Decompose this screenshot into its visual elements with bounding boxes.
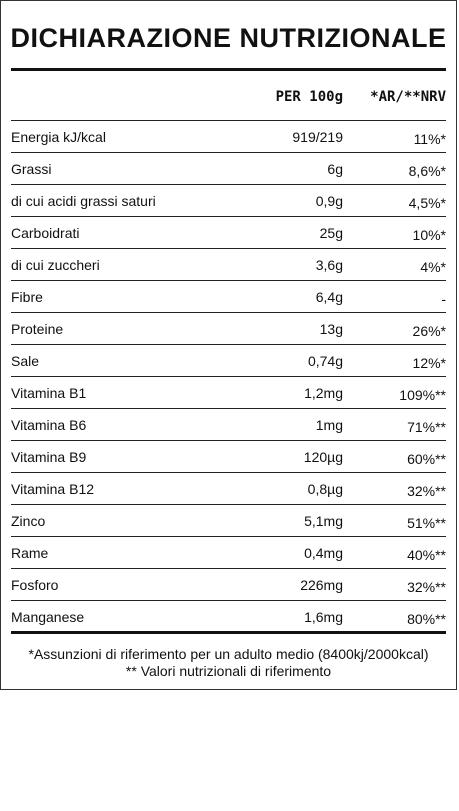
table-row: Energia kJ/kcal 919/219 11%*	[11, 120, 446, 152]
table-row: Grassi 6g 8,6%*	[11, 152, 446, 184]
nutrient-per-100g: 1,2mg	[304, 385, 343, 401]
nutrient-per-100g: 6,4g	[315, 289, 343, 305]
nutrient-per-100g: 226mg	[300, 577, 343, 593]
nutrient-name: Energia kJ/kcal	[11, 129, 106, 145]
header-ar-nrv: *AR/**NRV	[370, 89, 446, 105]
nutrition-label: DICHIARAZIONE NUTRIZIONALE PER 100g *AR/…	[0, 0, 457, 690]
title-divider	[11, 68, 446, 71]
nutrient-ar-nrv: 4%*	[420, 259, 446, 275]
nutrient-per-100g: 120µg	[303, 449, 343, 465]
table-row: Rame 0,4mg 40%**	[11, 536, 446, 568]
footnotes: *Assunzioni di riferimento per un adulto…	[1, 646, 456, 680]
nutrient-ar-nrv: 51%**	[407, 515, 446, 531]
nutrient-ar-nrv: 32%**	[407, 579, 446, 595]
nutrient-per-100g: 1,6mg	[304, 609, 343, 625]
nutrient-ar-nrv: 109%**	[399, 387, 446, 403]
nutrient-name: di cui acidi grassi saturi	[11, 193, 156, 209]
nutrient-name: Fibre	[11, 289, 43, 305]
nutrient-ar-nrv: 11%*	[413, 131, 446, 147]
footnote-reference-intake: *Assunzioni di riferimento per un adulto…	[28, 646, 429, 662]
nutrient-per-100g: 13g	[319, 321, 343, 337]
footnote-nrv: ** Valori nutrizionali di riferimento	[125, 663, 332, 679]
nutrient-per-100g: 0,9g	[315, 193, 343, 209]
nutrient-per-100g: 5,1mg	[304, 513, 343, 529]
nutrition-table: Energia kJ/kcal 919/219 11%* Grassi 6g 8…	[11, 120, 446, 632]
nutrient-ar-nrv: 60%**	[407, 451, 446, 467]
header-per-100g: PER 100g	[275, 89, 343, 105]
table-row: Sale 0,74g 12%*	[11, 344, 446, 376]
nutrient-ar-nrv: 80%**	[407, 611, 446, 627]
table-row: Vitamina B12 0,8µg 32%**	[11, 472, 446, 504]
nutrient-ar-nrv: 32%**	[407, 483, 446, 499]
nutrient-name: Zinco	[11, 513, 46, 529]
nutrient-per-100g: 6g	[327, 161, 343, 177]
nutrient-name: di cui zuccheri	[11, 257, 100, 273]
nutrient-name: Rame	[11, 545, 49, 561]
table-row: Vitamina B1 1,2mg 109%**	[11, 376, 446, 408]
table-row: Fosforo 226mg 32%**	[11, 568, 446, 600]
table-row: di cui zuccheri 3,6g 4%*	[11, 248, 446, 280]
nutrient-ar-nrv: 12%*	[412, 355, 446, 371]
table-row: Zinco 5,1mg 51%**	[11, 504, 446, 536]
table-row: Vitamina B6 1mg 71%**	[11, 408, 446, 440]
table-header: PER 100g *AR/**NRV	[11, 89, 446, 113]
nutrient-name: Proteine	[11, 321, 64, 337]
nutrient-ar-nrv: 8,6%*	[408, 163, 446, 179]
nutrient-name: Vitamina B9	[11, 449, 87, 465]
label-title: DICHIARAZIONE NUTRIZIONALE	[10, 23, 447, 53]
nutrient-per-100g: 0,74g	[307, 353, 343, 369]
nutrient-per-100g: 0,8µg	[307, 481, 343, 497]
nutrient-name: Vitamina B12	[11, 481, 95, 497]
table-row: Fibre 6,4g -	[11, 280, 446, 312]
nutrient-ar-nrv: 40%**	[407, 547, 446, 563]
nutrient-ar-nrv: 10%*	[412, 227, 446, 243]
nutrient-ar-nrv: 71%**	[407, 419, 446, 435]
nutrient-name: Fosforo	[11, 577, 59, 593]
nutrient-ar-nrv: -	[441, 291, 446, 307]
nutrient-per-100g: 1mg	[315, 417, 343, 433]
nutrient-name: Vitamina B1	[11, 385, 87, 401]
nutrient-per-100g: 25g	[319, 225, 343, 241]
table-bottom-divider	[11, 631, 446, 634]
nutrient-name: Sale	[11, 353, 40, 369]
nutrient-ar-nrv: 26%*	[412, 323, 446, 339]
nutrient-name: Manganese	[11, 609, 85, 625]
nutrient-name: Carboidrati	[11, 225, 80, 241]
table-row: di cui acidi grassi saturi 0,9g 4,5%*	[11, 184, 446, 216]
nutrient-ar-nrv: 4,5%*	[408, 195, 446, 211]
table-row: Carboidrati 25g 10%*	[11, 216, 446, 248]
nutrient-per-100g: 3,6g	[315, 257, 343, 273]
table-row: Proteine 13g 26%*	[11, 312, 446, 344]
nutrient-per-100g: 919/219	[292, 129, 343, 145]
nutrient-name: Grassi	[11, 161, 52, 177]
nutrient-per-100g: 0,4mg	[304, 545, 343, 561]
nutrient-name: Vitamina B6	[11, 417, 87, 433]
table-row: Vitamina B9 120µg 60%**	[11, 440, 446, 472]
table-row: Manganese 1,6mg 80%**	[11, 600, 446, 632]
